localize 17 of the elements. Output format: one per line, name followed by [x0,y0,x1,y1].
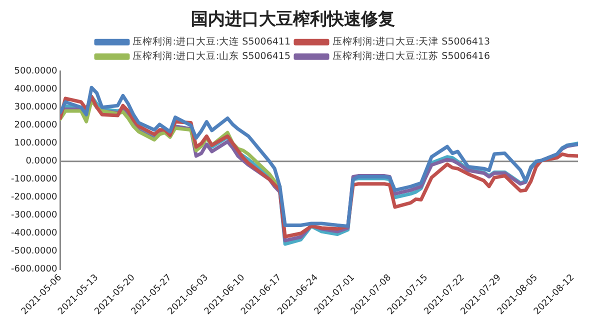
legend-label: 压榨利润:进口大豆:大连 S5006411 [132,36,291,48]
y-tick-label: -400.0000 [10,228,58,239]
y-tick-label: -200.0000 [10,192,58,203]
y-tick-label: 200.0000 [14,120,58,131]
y-tick-label: 500.0000 [14,66,58,77]
legend-label: 压榨利润:进口大豆:山东 S5006415 [132,50,291,62]
y-tick-label: -500.0000 [10,246,58,257]
y-tick-label: 100.0000 [14,138,58,149]
y-tick-label: -100.0000 [10,174,58,185]
y-tick-label: 0.0000 [26,156,58,167]
y-tick-label: 400.0000 [14,84,58,95]
y-tick-label: 300.0000 [14,102,58,113]
chart-title: 国内进口大豆榨利快速修复 [191,10,395,30]
y-tick-label: -600.0000 [10,264,58,275]
y-tick-label: -300.0000 [10,210,58,221]
legend-label: 压榨利润:进口大豆:江苏 S5006416 [332,50,490,62]
legend-label: 压榨利润:进口大豆:天津 S5006413 [332,36,490,48]
